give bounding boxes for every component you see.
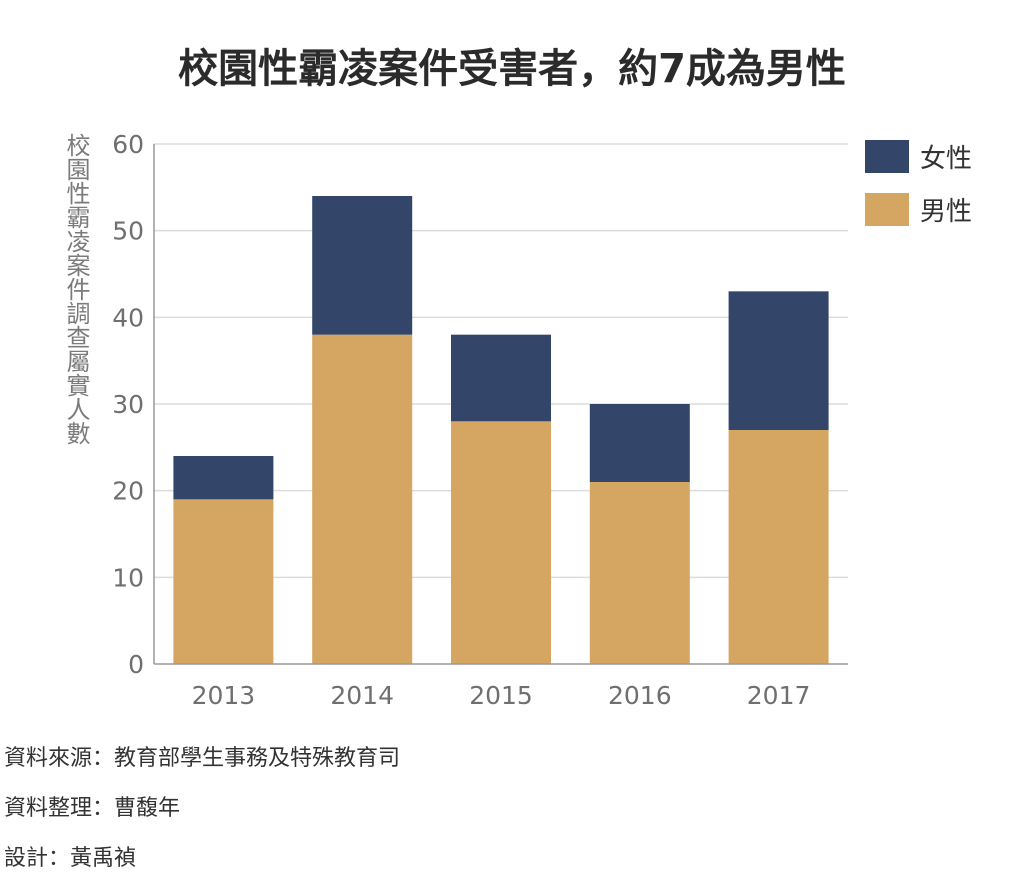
y-tick-label-40: 40	[112, 303, 144, 332]
bar-2013-男性	[173, 499, 274, 664]
bars	[173, 196, 829, 664]
compiler-note: 資料整理：曹馥年	[4, 796, 181, 821]
bar-2014-男性	[312, 334, 413, 664]
x-tick-label-2015: 2015	[469, 681, 533, 710]
y-axis-label: 校園性霸凌案件調查屬實人數	[62, 133, 90, 445]
y-tick-label-10: 10	[112, 563, 144, 592]
y-tick-label-50: 50	[112, 217, 144, 246]
legend-swatch-男性	[865, 193, 909, 226]
bar-2017-男性	[728, 430, 829, 664]
x-tick-label-2014: 2014	[330, 681, 394, 710]
bar-2015-女性	[451, 334, 551, 422]
y-tick-label-60: 60	[112, 130, 144, 159]
y-tick-label-20: 20	[112, 477, 144, 506]
legend-swatch-女性	[865, 140, 909, 173]
legend-label-男性: 男性	[920, 197, 972, 227]
bar-2013-女性	[173, 456, 274, 500]
y-tick-label-30: 30	[112, 390, 144, 419]
x-tick-label-2016: 2016	[608, 681, 672, 710]
x-tick-label-2017: 2017	[747, 681, 811, 710]
chart-title: 校園性霸凌案件受害者，約7成為男性	[178, 46, 846, 92]
bar-2016-男性	[589, 482, 690, 664]
axes: 0 10 20 30 40 50 60 2013 2014 2015 2016 2017	[112, 130, 848, 710]
designer-note: 設計：黃禹禎	[4, 846, 137, 871]
bar-2016-女性	[589, 404, 690, 482]
x-tick-label-2013: 2013	[192, 681, 256, 710]
bar-2017-女性	[728, 291, 829, 430]
bar-2015-男性	[451, 421, 551, 664]
bar-2014-女性	[312, 196, 413, 335]
y-tick-label-0: 0	[128, 650, 144, 679]
legend-label-女性: 女性	[920, 144, 972, 174]
source-note: 資料來源：教育部學生事務及特殊教育司	[4, 746, 401, 771]
